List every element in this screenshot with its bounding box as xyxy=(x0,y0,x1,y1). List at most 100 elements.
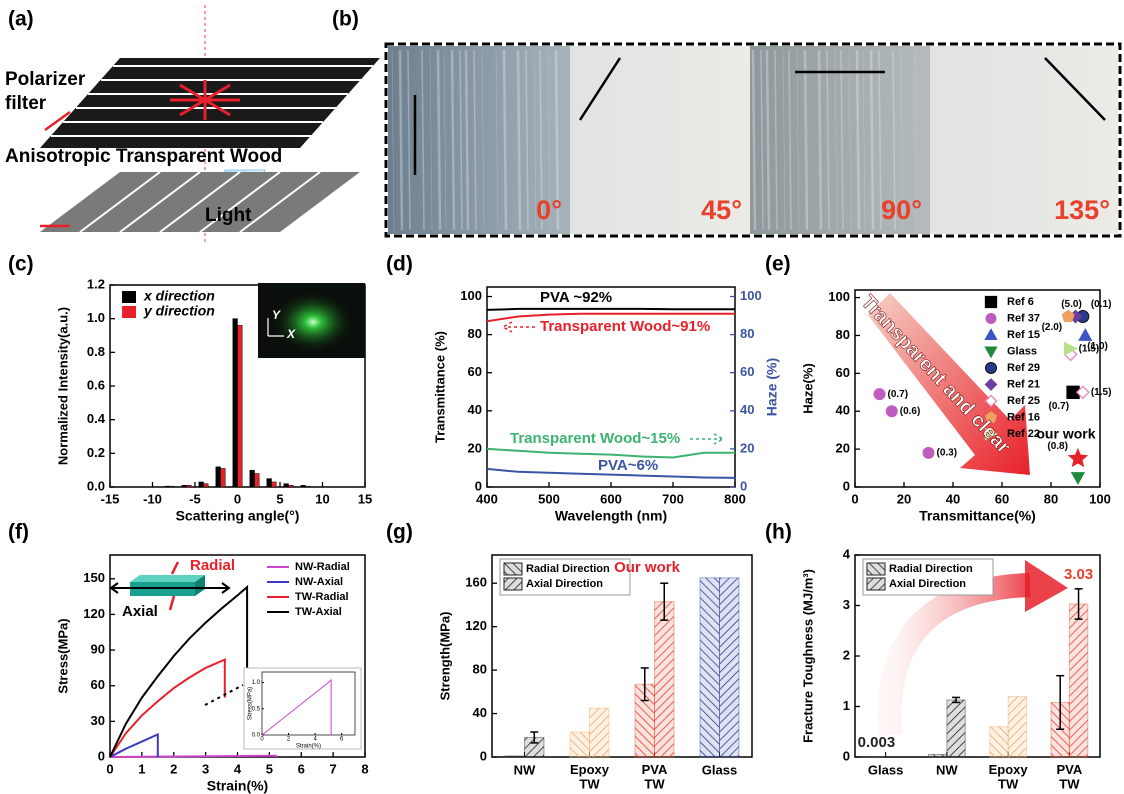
panel-label: (d) xyxy=(386,253,413,276)
y2-tick-label: 40 xyxy=(740,402,754,417)
angle-label: 45° xyxy=(701,195,742,225)
y-axis-label: Normalized Intensity(a.u.) xyxy=(55,307,70,465)
legend-label: y direction xyxy=(143,303,215,319)
marker xyxy=(1066,385,1080,399)
inset-x-tick-label: 2 xyxy=(287,737,291,743)
streak xyxy=(464,49,470,231)
annotation: Radial xyxy=(190,557,235,574)
y-tick-label: 80 xyxy=(468,326,482,341)
bar xyxy=(215,466,221,488)
specimen xyxy=(130,575,205,582)
legend: NW-Radial NW-Axial TW-Radial TW-Axial xyxy=(267,561,350,618)
photo xyxy=(570,46,750,234)
frame xyxy=(384,42,1122,238)
arrow xyxy=(44,110,71,132)
x-axis-label: Wavelength (nm) xyxy=(555,508,667,524)
trend-arrow-head xyxy=(1025,560,1068,612)
bar xyxy=(504,755,525,758)
y-tick-label: 60 xyxy=(468,364,482,379)
streak xyxy=(525,49,529,231)
y-tick-label: 0 xyxy=(843,748,850,763)
x-tick-label: 5 xyxy=(276,491,283,506)
polarization-arrows xyxy=(170,80,240,120)
bar xyxy=(699,577,720,758)
data-line xyxy=(486,467,736,479)
inset-line xyxy=(261,678,332,736)
legend-label: Ref 25 xyxy=(1007,395,1040,407)
streak xyxy=(751,49,757,231)
legend-label: TW-Axial xyxy=(295,606,342,618)
x-tick-label: 700 xyxy=(662,491,684,506)
point-label: (0.1) xyxy=(1091,299,1112,310)
streak xyxy=(826,49,830,231)
legend-label: Ref 37 xyxy=(1007,312,1040,324)
bar xyxy=(203,483,209,488)
marker xyxy=(1070,472,1086,485)
point-label: (0.7) xyxy=(1048,401,1069,412)
panel-b: (b) 0° 45° 90° 135° xyxy=(332,8,1122,238)
panel: (h) 0 1 2 3 4 Fracture Toughness (MJ/m³) Glass N… xyxy=(765,521,1101,792)
streak xyxy=(421,49,425,231)
annotation: Axial xyxy=(122,603,158,620)
y-axis-label: Stress(MPa) xyxy=(55,618,70,693)
x-tick-label: 0 xyxy=(106,761,113,776)
y-axis-label: Transmittance (%) xyxy=(432,331,447,443)
marker xyxy=(1061,309,1075,323)
arrow xyxy=(168,561,180,611)
data-line xyxy=(486,307,735,311)
marker xyxy=(984,378,998,391)
polarizer-lines xyxy=(51,65,373,137)
plot-frame xyxy=(491,554,753,758)
trend-arrow xyxy=(877,573,1031,736)
y-tick-label: 60 xyxy=(836,365,850,380)
panel-label: (e) xyxy=(765,253,791,276)
point-label: (2.0) xyxy=(1042,322,1063,333)
inset-y-label: Stress(MPa) xyxy=(248,687,254,720)
y-tick-label: 20 xyxy=(468,440,482,455)
x-tick-label: 1 xyxy=(138,761,145,776)
inset-axis-label: X xyxy=(286,327,296,341)
point-label: (5.0) xyxy=(1061,299,1082,310)
marker xyxy=(984,427,998,441)
bar xyxy=(232,318,238,488)
streak xyxy=(840,49,844,231)
x-tick-label: 0 xyxy=(234,491,241,506)
angle-label: 90° xyxy=(881,195,922,225)
legend-label: NW-Radial xyxy=(295,561,350,573)
y-tick-label: 0 xyxy=(480,748,487,763)
angle-label: 135° xyxy=(1054,195,1110,225)
x-tick-label: 7 xyxy=(330,761,337,776)
trend-arrow xyxy=(868,293,1030,475)
y-tick-label: 40 xyxy=(836,403,850,418)
legend-label: Glass xyxy=(1007,345,1037,357)
legend-label: Ref 21 xyxy=(1007,378,1040,390)
legend-swatch xyxy=(866,577,886,591)
bar xyxy=(249,469,255,488)
x-tick-label: 60 xyxy=(995,491,1009,506)
category-label: Glass xyxy=(702,762,737,777)
bar xyxy=(271,481,277,488)
inset-x-tick-label: 4 xyxy=(313,737,317,743)
category-label: Epoxy TW xyxy=(989,762,1029,791)
legend: Radial Direction Axial Direction xyxy=(499,558,631,596)
point-label: (1.5) xyxy=(1091,387,1112,398)
legend-label: Radial Direction xyxy=(889,563,973,575)
bar xyxy=(169,485,175,488)
streak xyxy=(502,49,508,231)
x-tick-label: -15 xyxy=(101,491,120,506)
y-tick-label: 0.4 xyxy=(87,411,106,426)
y-tick-label: 40 xyxy=(473,705,487,720)
value-label: 3.03 xyxy=(1064,566,1093,583)
legend-swatch xyxy=(866,562,886,576)
x-tick-label: 500 xyxy=(538,491,560,506)
x-tick-label: 8 xyxy=(361,761,368,776)
streak xyxy=(803,49,809,231)
data-line xyxy=(109,754,277,758)
y2-tick-label: 80 xyxy=(740,326,754,341)
y-tick-label: 4 xyxy=(843,546,851,561)
bar xyxy=(164,485,170,488)
photo xyxy=(930,46,1118,234)
inset-axis-label: Y xyxy=(272,308,281,322)
